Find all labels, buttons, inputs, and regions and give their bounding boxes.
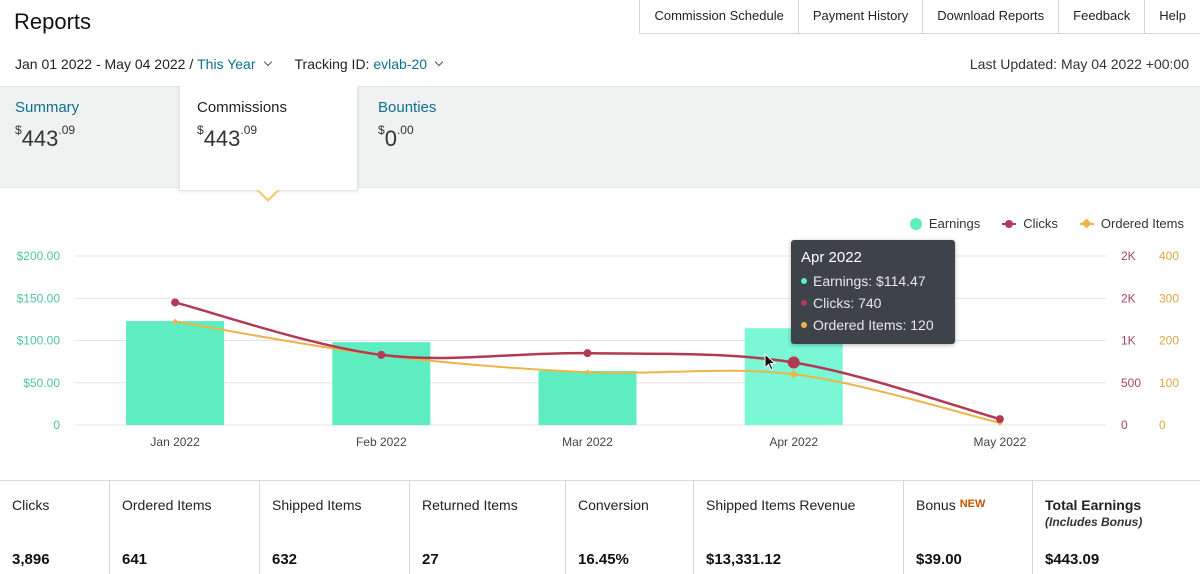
x-axis-tick: May 2022 [974, 435, 1027, 449]
tooltip-clicks: Clicks: 740 [801, 292, 945, 314]
tooltip-earnings: Earnings: $114.47 [801, 270, 945, 292]
right-axis-clicks-tick: 2K [1121, 249, 1136, 263]
tab-summary-label[interactable]: Summary [15, 99, 80, 116]
stat-total-earnings: Total Earnings (Includes Bonus) $443.09 [1045, 497, 1143, 568]
x-axis-tick: Feb 2022 [356, 435, 407, 449]
tab-bounties-label[interactable]: Bounties [378, 99, 437, 116]
right-axis-ordered-tick: 0 [1159, 418, 1166, 432]
filter-row: Jan 01 2022 - May 04 2022 / This Year Tr… [15, 56, 444, 72]
left-axis-tick: $150.00 [17, 291, 61, 305]
chevron-down-icon[interactable] [263, 57, 272, 67]
earnings-bar [126, 321, 225, 425]
legend-clicks[interactable]: Clicks [1002, 216, 1058, 231]
new-badge: NEW [959, 498, 986, 510]
stat-returned-items: Returned Items 27 [410, 481, 566, 574]
nav-payment-history[interactable]: Payment History [799, 0, 924, 33]
right-axis-clicks-tick: 500 [1121, 376, 1141, 390]
tooltip-title: Apr 2022 [801, 249, 862, 266]
stat-clicks: Clicks 3,896 [0, 481, 110, 574]
stat-ordered-items: Ordered Items 641 [110, 481, 260, 574]
report-chart[interactable]: $200.00 2K 400 $150.00 2K 300 $100.00 1K 200 $50.… [0, 200, 1200, 465]
right-axis-ordered-tick: 100 [1159, 376, 1179, 390]
clicks-point [995, 415, 1004, 424]
tab-commissions-value: $443.09 [197, 123, 258, 151]
tab-summary[interactable]: Summary $443.09 [15, 86, 79, 190]
stat-shipped-revenue: Shipped Items Revenue $13,331.12 [694, 481, 904, 574]
earnings-dot-icon [909, 217, 922, 230]
chart-legend: Earnings Clicks Ordered Items [888, 216, 1184, 231]
right-axis-ordered-tick: 300 [1159, 291, 1179, 305]
left-axis-tick: $200.00 [17, 249, 61, 263]
tooltip-ordered-items: Ordered Items: 120 [801, 314, 945, 336]
tab-commissions-label[interactable]: Commissions [197, 99, 288, 116]
nav-help[interactable]: Help [1159, 8, 1186, 23]
x-axis-tick: Mar 2022 [562, 435, 613, 449]
last-updated: Last Updated: May 04 2022 +00:00 [969, 56, 1189, 72]
x-axis-tick: Jan 2022 [150, 435, 200, 449]
earnings-bar [538, 370, 637, 425]
stat-shipped-items: Shipped Items 632 [260, 481, 410, 574]
right-axis-clicks-tick: 2K [1121, 291, 1136, 305]
nav-download-reports[interactable]: Download Reports [923, 0, 1060, 33]
clicks-point [583, 349, 592, 358]
left-axis-tick: $50.00 [23, 376, 60, 390]
ordered-items-point [172, 318, 178, 325]
page-title: Reports [14, 9, 92, 34]
right-axis-ordered-tick: 200 [1159, 334, 1179, 348]
clicks-point [787, 356, 800, 369]
date-range-text: Jan 01 2022 - May 04 2022 / [15, 56, 194, 72]
ordered-items-line-icon [1079, 218, 1094, 228]
stat-conversion: Conversion 16.45% [566, 481, 694, 574]
tab-bounties[interactable]: Bounties $0.00 [378, 86, 436, 190]
nav-commission-schedule[interactable]: Commission Schedule [640, 0, 799, 33]
active-tab-caret [256, 189, 280, 202]
ordered-items-point [584, 369, 591, 376]
period-dropdown[interactable]: This Year [197, 56, 256, 72]
mouse-cursor-icon [764, 353, 777, 371]
clicks-point [377, 350, 386, 359]
chart-tooltip: Apr 2022 Earnings: $114.47 Clicks: 740 O… [791, 240, 955, 344]
top-nav: Commission Schedule Payment History Down… [639, 0, 1200, 34]
tracking-id-dropdown[interactable]: Tracking ID: evlab-20 [294, 56, 444, 72]
tab-bounties-value: $0.00 [378, 123, 414, 151]
x-axis-tick: Apr 2022 [769, 435, 818, 449]
right-axis-ordered-tick: 400 [1159, 249, 1179, 263]
right-axis-clicks-tick: 0 [1121, 418, 1128, 432]
tab-commissions[interactable]: Commissions $443.09 [179, 86, 358, 191]
right-axis-clicks-tick: 1K [1121, 334, 1136, 348]
nav-feedback[interactable]: Feedback [1059, 0, 1146, 33]
stat-bonus: Bonus NEW $39.00 [904, 481, 1033, 574]
tracking-label: Tracking ID: [294, 56, 370, 72]
left-axis-tick: $100.00 [17, 334, 61, 348]
legend-earnings[interactable]: Earnings [909, 216, 980, 231]
stats-bar: Clicks 3,896 Ordered Items 641 Shipped Ite… [0, 480, 1200, 574]
tracking-id-value[interactable]: evlab-20 [373, 56, 428, 72]
chevron-down-icon[interactable] [434, 57, 444, 67]
left-axis-tick: 0 [53, 418, 60, 432]
clicks-point [171, 298, 180, 307]
legend-ordered-items[interactable]: Ordered Items [1079, 216, 1184, 231]
tab-summary-value: $443.09 [15, 123, 76, 151]
clicks-line-icon [1002, 219, 1017, 228]
